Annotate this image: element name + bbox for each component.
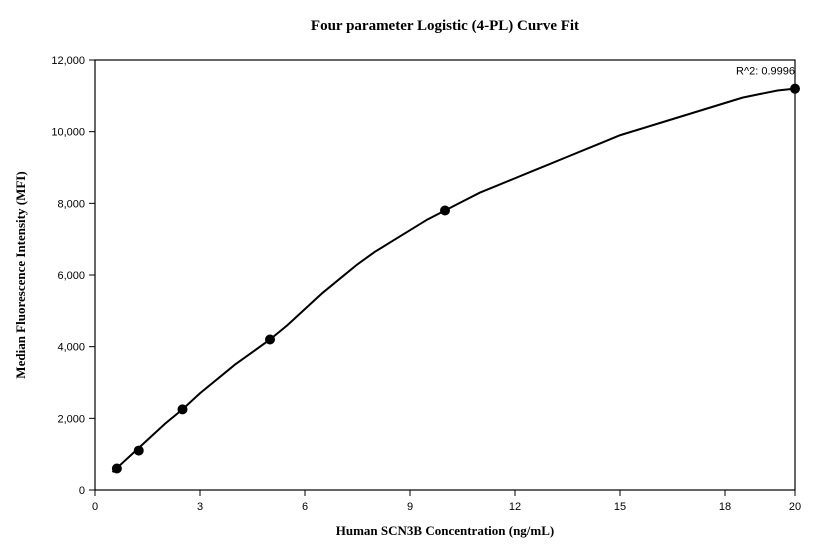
y-tick-label: 6,000	[57, 270, 85, 282]
chart-svg: 0 3 6 9 12 15 18 20 0 2,000 4,000 6,000 8,000 10,000 1…	[0, 0, 832, 560]
y-tick-label: 10,000	[51, 127, 85, 139]
data-point	[791, 84, 800, 93]
r-squared-annotation: R^2: 0.9996	[736, 65, 795, 77]
x-axis-label: Human SCN3B Concentration (ng/mL)	[336, 523, 555, 538]
y-tick-label: 12,000	[51, 55, 85, 67]
x-tick-label: 9	[407, 501, 413, 513]
data-point	[441, 206, 450, 215]
y-tick-label: 2,000	[57, 413, 85, 425]
data-point	[266, 335, 275, 344]
data-point	[112, 464, 121, 473]
y-axis-label: Median Fluorescence Intensity (MFI)	[13, 171, 28, 378]
y-tick-label: 4,000	[57, 342, 85, 354]
y-tick-label: 0	[79, 485, 85, 497]
x-tick-label: 18	[719, 501, 731, 513]
chart-container: 0 3 6 9 12 15 18 20 0 2,000 4,000 6,000 8,000 10,000 1…	[0, 0, 832, 560]
x-tick-label: 3	[197, 501, 203, 513]
x-tick-label: 12	[509, 501, 521, 513]
x-tick-label: 6	[302, 501, 308, 513]
x-tick-label: 15	[614, 501, 626, 513]
chart-title: Four parameter Logistic (4-PL) Curve Fit	[311, 18, 579, 34]
y-tick-label: 8,000	[57, 198, 85, 210]
x-tick-label: 0	[92, 501, 98, 513]
data-point	[178, 405, 187, 414]
x-tick-label: 20	[789, 501, 801, 513]
data-point	[134, 446, 143, 455]
